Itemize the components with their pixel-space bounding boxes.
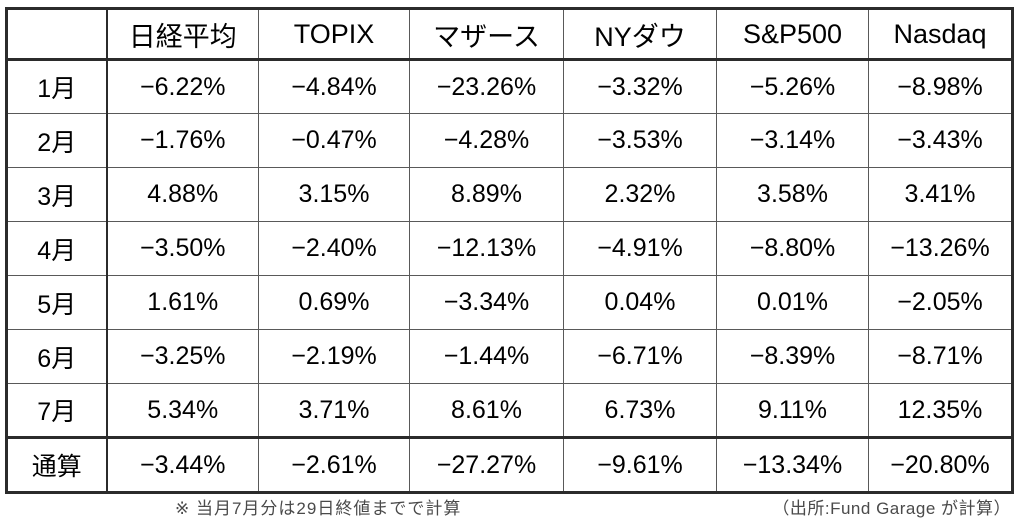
row-label: 6月 — [6, 329, 108, 384]
return-cell: 2.32% — [563, 167, 717, 222]
return-cell: 3.41% — [868, 167, 1013, 222]
return-cell: −8.80% — [716, 221, 869, 276]
return-cell: −3.43% — [868, 113, 1013, 168]
row-label: 通算 — [6, 436, 108, 493]
header-row: 日経平均 TOPIX マザース NYダウ S&P500 Nasdaq — [6, 8, 1013, 61]
month-row-3月: 3月 4.88% 3.15% 8.89% 2.32% 3.58% 3.41% — [6, 167, 1013, 222]
month-row-2月: 2月 −1.76% −0.47% −4.28% −3.53% −3.14% −3.43% — [6, 113, 1013, 168]
column-header-2: TOPIX — [258, 8, 410, 61]
return-cell: −3.14% — [716, 113, 869, 168]
return-cell: −13.34% — [716, 436, 869, 493]
month-row-1月: 1月 −6.22% −4.84% −23.26% −3.32% −5.26% −8.98% — [6, 59, 1013, 114]
return-cell: 8.61% — [409, 383, 564, 438]
return-cell: −6.71% — [563, 329, 717, 384]
row-label: 3月 — [6, 167, 108, 222]
month-row-6月: 6月 −3.25% −2.19% −1.44% −6.71% −8.39% −8.71% — [6, 329, 1013, 384]
return-cell: −3.34% — [409, 275, 564, 330]
return-cell: −9.61% — [563, 436, 717, 493]
return-cell: −3.32% — [563, 59, 717, 114]
return-cell: 3.71% — [258, 383, 410, 438]
row-label: 5月 — [6, 275, 108, 330]
monthly-returns-table: 日経平均 TOPIX マザース NYダウ S&P500 Nasdaq 1月 −6.22% −4… — [5, 7, 1014, 494]
return-cell: 0.01% — [716, 275, 869, 330]
return-cell: −8.98% — [868, 59, 1013, 114]
return-cell: 8.89% — [409, 167, 564, 222]
return-cell: 12.35% — [868, 383, 1013, 438]
return-cell: −3.25% — [106, 329, 259, 384]
column-header-5: S&P500 — [716, 8, 869, 61]
return-cell: 3.58% — [716, 167, 869, 222]
corner-cell — [6, 8, 108, 61]
return-cell: 6.73% — [563, 383, 717, 438]
return-cell: −3.53% — [563, 113, 717, 168]
return-cell: −1.44% — [409, 329, 564, 384]
footnotes: ※ 当月7月分は29日終値までで計算 （出所:Fund Garage が計算） — [5, 494, 1011, 519]
table-header: 日経平均 TOPIX マザース NYダウ S&P500 Nasdaq — [6, 8, 1013, 61]
column-header-4: NYダウ — [563, 8, 717, 61]
return-cell: 0.69% — [258, 275, 410, 330]
return-cell: 1.61% — [106, 275, 259, 330]
return-cell: 0.04% — [563, 275, 717, 330]
return-cell: −6.22% — [106, 59, 259, 114]
return-cell: −2.05% — [868, 275, 1013, 330]
row-label: 2月 — [6, 113, 108, 168]
return-cell: −5.26% — [716, 59, 869, 114]
month-row-7月: 7月 5.34% 3.71% 8.61% 6.73% 9.11% 12.35% — [6, 383, 1013, 438]
row-label: 7月 — [6, 383, 108, 438]
return-cell: −4.91% — [563, 221, 717, 276]
total-row: 通算 −3.44% −2.61% −27.27% −9.61% −13.34% −20.80… — [6, 436, 1013, 493]
column-header-3: マザース — [409, 8, 564, 61]
return-cell: −20.80% — [868, 436, 1013, 493]
month-row-4月: 4月 −3.50% −2.40% −12.13% −4.91% −8.80% −13.26% — [6, 221, 1013, 276]
table-body: 1月 −6.22% −4.84% −23.26% −3.32% −5.26% −8.98% 2… — [6, 59, 1013, 493]
column-header-1: 日経平均 — [106, 8, 259, 61]
return-cell: −2.61% — [258, 436, 410, 493]
footnote-source: （出所:Fund Garage が計算） — [772, 499, 1011, 518]
return-cell: 3.15% — [258, 167, 410, 222]
month-row-5月: 5月 1.61% 0.69% −3.34% 0.04% 0.01% −2.05% — [6, 275, 1013, 330]
return-cell: −3.50% — [106, 221, 259, 276]
return-cell: −4.84% — [258, 59, 410, 114]
return-cell: −2.19% — [258, 329, 410, 384]
return-cell: 4.88% — [106, 167, 259, 222]
return-cell: −27.27% — [409, 436, 564, 493]
return-cell: −2.40% — [258, 221, 410, 276]
column-header-6: Nasdaq — [868, 8, 1013, 61]
return-cell: 9.11% — [716, 383, 869, 438]
return-cell: −12.13% — [409, 221, 564, 276]
return-cell: −1.76% — [106, 113, 259, 168]
return-cell: −4.28% — [409, 113, 564, 168]
return-cell: −23.26% — [409, 59, 564, 114]
row-label: 1月 — [6, 59, 108, 114]
return-cell: −8.39% — [716, 329, 869, 384]
return-cell: 5.34% — [106, 383, 259, 438]
return-cell: −3.44% — [106, 436, 259, 493]
return-cell: −13.26% — [868, 221, 1013, 276]
row-label: 4月 — [6, 221, 108, 276]
return-cell: −0.47% — [258, 113, 410, 168]
return-cell: −8.71% — [868, 329, 1013, 384]
footnote-calculation-note: ※ 当月7月分は29日終値までで計算 — [175, 499, 462, 518]
